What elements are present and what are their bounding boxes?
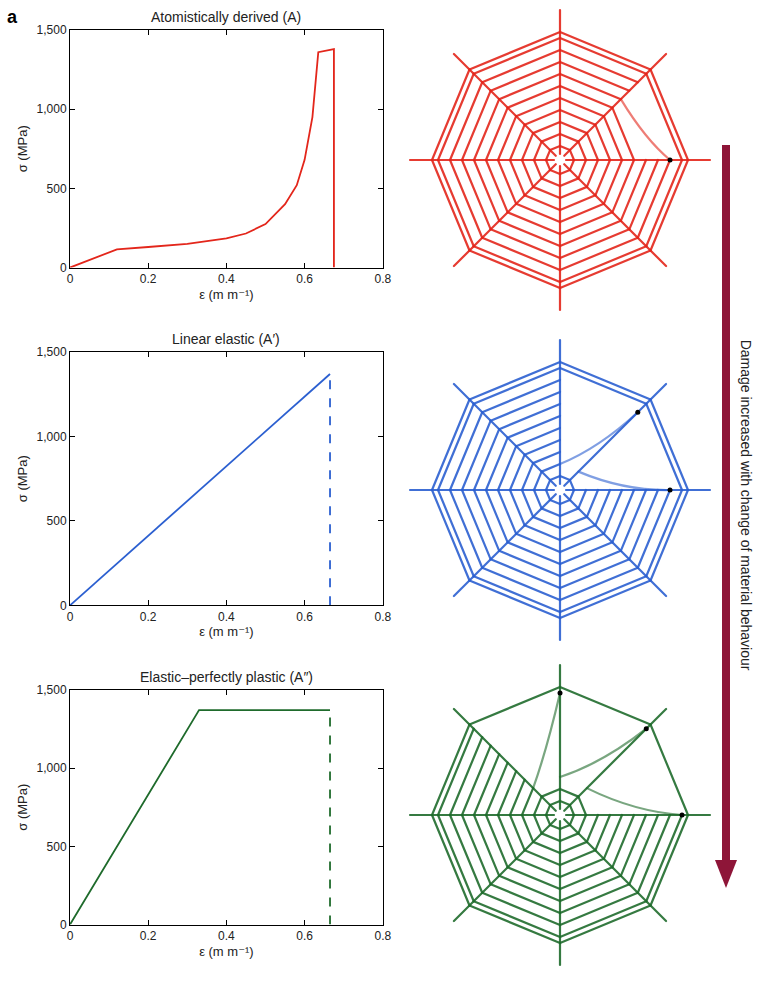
svg-text:1,500: 1,500 bbox=[37, 23, 67, 37]
svg-text:1,000: 1,000 bbox=[37, 102, 67, 116]
svg-text:0.6: 0.6 bbox=[296, 272, 313, 286]
svg-text:500: 500 bbox=[47, 840, 67, 854]
svg-text:0: 0 bbox=[67, 272, 74, 286]
svg-text:500: 500 bbox=[47, 514, 67, 528]
svg-text:0.2: 0.2 bbox=[140, 610, 157, 624]
svg-text:ε (m m⁻¹): ε (m m⁻¹) bbox=[199, 287, 254, 302]
svg-text:σ (MPa): σ (MPa) bbox=[15, 125, 30, 172]
svg-text:ε (m m⁻¹): ε (m m⁻¹) bbox=[199, 624, 254, 639]
svg-text:1,500: 1,500 bbox=[37, 345, 67, 359]
svg-text:0: 0 bbox=[60, 599, 67, 613]
svg-text:σ (MPa): σ (MPa) bbox=[15, 784, 30, 831]
svg-text:0.2: 0.2 bbox=[140, 929, 157, 943]
svg-text:0.6: 0.6 bbox=[296, 929, 313, 943]
svg-text:0.8: 0.8 bbox=[374, 272, 391, 286]
svg-text:0.6: 0.6 bbox=[296, 610, 313, 624]
svg-text:500: 500 bbox=[47, 182, 67, 196]
svg-text:0: 0 bbox=[60, 261, 67, 275]
svg-text:0: 0 bbox=[67, 929, 74, 943]
svg-text:0.2: 0.2 bbox=[140, 272, 157, 286]
svg-text:1,000: 1,000 bbox=[37, 430, 67, 444]
svg-text:0.4: 0.4 bbox=[218, 272, 235, 286]
svg-text:0.8: 0.8 bbox=[374, 929, 391, 943]
svg-text:1,000: 1,000 bbox=[37, 761, 67, 775]
svg-text:0.4: 0.4 bbox=[218, 610, 235, 624]
svg-text:Damage increased with change o: Damage increased with change of material… bbox=[738, 340, 754, 671]
svg-text:a: a bbox=[7, 7, 18, 27]
svg-text:Linear elastic (A′): Linear elastic (A′) bbox=[172, 331, 280, 347]
svg-text:1,500: 1,500 bbox=[37, 683, 67, 697]
svg-text:0: 0 bbox=[60, 918, 67, 932]
svg-text:Atomistically derived (A): Atomistically derived (A) bbox=[151, 9, 301, 25]
svg-text:0.4: 0.4 bbox=[218, 929, 235, 943]
svg-text:Elastic–perfectly plastic (A″): Elastic–perfectly plastic (A″) bbox=[140, 669, 313, 685]
svg-text:0: 0 bbox=[67, 610, 74, 624]
svg-text:ε (m m⁻¹): ε (m m⁻¹) bbox=[199, 944, 254, 959]
svg-text:σ (MPa): σ (MPa) bbox=[15, 455, 30, 502]
svg-text:0.8: 0.8 bbox=[374, 610, 391, 624]
